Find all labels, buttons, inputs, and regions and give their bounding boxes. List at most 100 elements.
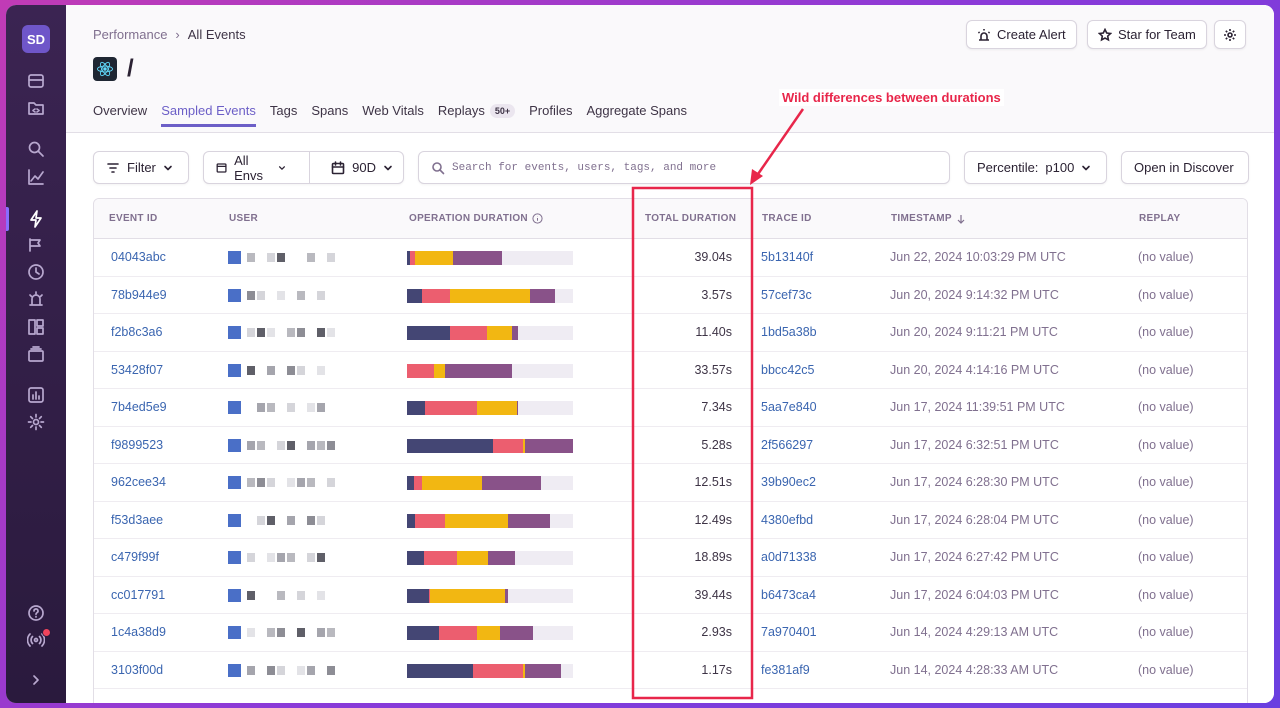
col-operation-duration[interactable]: OPERATION DURATION bbox=[409, 213, 543, 224]
operation-segment[interactable] bbox=[407, 663, 474, 678]
operation-duration-bar[interactable] bbox=[407, 663, 573, 678]
operation-segment[interactable] bbox=[407, 626, 439, 640]
operation-segment[interactable] bbox=[421, 288, 451, 303]
search-input[interactable] bbox=[452, 161, 932, 174]
operation-segment[interactable] bbox=[407, 326, 451, 340]
operation-duration-bar[interactable] bbox=[407, 251, 573, 265]
operation-duration-bar[interactable] bbox=[407, 513, 573, 528]
table-row[interactable]: f2b8c3a6 11.40s 1bd5a38b Jun 20, 2024 9:11:… bbox=[94, 314, 1247, 352]
table-row[interactable]: 962cee34 12.51s 39b90ec2 Jun 17, 2024 6:28:… bbox=[94, 464, 1247, 502]
operation-segment[interactable] bbox=[450, 326, 487, 340]
operation-segment[interactable] bbox=[499, 626, 534, 640]
operation-segment[interactable] bbox=[407, 401, 426, 415]
operation-segment[interactable] bbox=[504, 588, 509, 603]
issues-icon[interactable] bbox=[24, 69, 48, 93]
table-row[interactable]: c479f99f 18.89s a0d71338 Jun 17, 2024 6:27:… bbox=[94, 539, 1247, 577]
operation-segment[interactable] bbox=[410, 251, 416, 265]
tab-overview[interactable]: Overview bbox=[93, 103, 148, 118]
operation-duration-bar[interactable] bbox=[407, 438, 573, 453]
tab-replays[interactable]: Replays 50+ bbox=[438, 103, 516, 127]
insights-icon[interactable] bbox=[24, 165, 48, 189]
org-avatar[interactable]: SD bbox=[22, 25, 50, 53]
operation-segment[interactable] bbox=[407, 513, 416, 528]
operation-segment[interactable] bbox=[407, 363, 434, 378]
operation-segment[interactable] bbox=[476, 626, 500, 640]
table-row[interactable]: 1c4a38d9 2.93s 7a970401 Jun 14, 2024 4:29:1… bbox=[94, 614, 1247, 652]
event-id-link[interactable]: 78b944e9 bbox=[111, 287, 167, 302]
operation-segment[interactable] bbox=[524, 438, 573, 453]
collapse-sidebar-icon[interactable] bbox=[24, 668, 48, 692]
tab-profiles[interactable]: Profiles bbox=[529, 103, 573, 118]
percentile-selector[interactable]: Percentile: p100 bbox=[964, 151, 1107, 184]
trace-id-link[interactable]: 39b90ec2 bbox=[761, 475, 816, 489]
info-icon[interactable] bbox=[532, 213, 543, 224]
operation-duration-bar[interactable] bbox=[407, 288, 573, 303]
operation-duration-bar[interactable] bbox=[407, 626, 573, 640]
operation-segment[interactable] bbox=[407, 588, 429, 603]
broadcast-icon[interactable] bbox=[24, 628, 48, 652]
star-for-team-button[interactable]: Star for Team bbox=[1087, 20, 1207, 49]
event-id-link[interactable]: f2b8c3a6 bbox=[111, 325, 163, 339]
search-icon[interactable] bbox=[24, 137, 48, 161]
operation-segment[interactable] bbox=[421, 476, 482, 490]
operation-duration-bar[interactable] bbox=[407, 326, 573, 340]
tab-aggregate-spans[interactable]: Aggregate Spans bbox=[586, 103, 687, 118]
col-event-id[interactable]: EVENT ID bbox=[109, 213, 158, 224]
event-id-link[interactable]: cc017791 bbox=[111, 587, 166, 602]
operation-segment[interactable] bbox=[493, 438, 524, 453]
trace-id-link[interactable]: 5b13140f bbox=[761, 250, 814, 264]
performance-icon[interactable] bbox=[24, 207, 48, 231]
operation-segment[interactable] bbox=[473, 663, 524, 678]
operation-segment[interactable] bbox=[523, 438, 525, 453]
tab-tags[interactable]: Tags bbox=[269, 103, 298, 118]
trace-id-link[interactable]: 57cef73c bbox=[761, 287, 812, 302]
operation-segment[interactable] bbox=[456, 551, 489, 565]
operation-segment[interactable] bbox=[523, 663, 525, 678]
discover-icon[interactable] bbox=[24, 342, 48, 366]
operation-segment[interactable] bbox=[423, 551, 457, 565]
tab-web-vitals[interactable]: Web Vitals bbox=[362, 103, 424, 118]
operation-segment[interactable] bbox=[488, 551, 515, 565]
table-row[interactable]: f9899523 5.28s 2f566297 Jun 17, 2024 6:32:5… bbox=[94, 427, 1247, 464]
operation-segment[interactable] bbox=[508, 513, 550, 528]
event-id-link[interactable]: c479f99f bbox=[111, 550, 159, 564]
settings-button[interactable] bbox=[1214, 20, 1246, 49]
operation-segment[interactable] bbox=[529, 288, 555, 303]
trace-id-link[interactable]: b6473ca4 bbox=[761, 587, 816, 602]
environment-selector[interactable]: All Envs bbox=[204, 153, 298, 183]
table-row[interactable]: cc017791 39.44s b6473ca4 Jun 17, 2024 6:04:… bbox=[94, 577, 1247, 614]
operation-segment[interactable] bbox=[415, 251, 454, 265]
table-row[interactable]: 53428f07 33.57s bbcc42c5 Jun 20, 2024 4:14:… bbox=[94, 352, 1247, 389]
trace-id-link[interactable]: fe381af9 bbox=[761, 662, 810, 677]
settings-icon[interactable] bbox=[24, 410, 48, 434]
tab-spans[interactable]: Spans bbox=[311, 103, 349, 118]
operation-duration-bar[interactable] bbox=[407, 363, 573, 378]
event-id-link[interactable]: 04043abc bbox=[111, 250, 166, 264]
col-user[interactable]: USER bbox=[229, 213, 258, 224]
operation-segment[interactable] bbox=[516, 401, 519, 415]
date-range-selector[interactable]: 90D bbox=[321, 160, 403, 175]
operation-segment[interactable] bbox=[524, 663, 562, 678]
create-alert-button[interactable]: Create Alert bbox=[966, 20, 1077, 49]
operation-duration-bar[interactable] bbox=[407, 401, 573, 415]
dashboards-icon[interactable] bbox=[24, 315, 48, 339]
filter-button[interactable]: Filter bbox=[93, 151, 189, 184]
table-row[interactable]: 3103f00d 1.17s fe381af9 Jun 14, 2024 4:28:3… bbox=[94, 652, 1247, 689]
operation-segment[interactable] bbox=[476, 401, 517, 415]
projects-icon[interactable] bbox=[24, 96, 48, 120]
event-id-link[interactable]: 3103f00d bbox=[111, 662, 164, 677]
event-id-link[interactable]: 962cee34 bbox=[111, 475, 166, 489]
operation-segment[interactable] bbox=[407, 251, 411, 265]
operation-segment[interactable] bbox=[407, 438, 494, 453]
trace-id-link[interactable]: bbcc42c5 bbox=[761, 362, 815, 377]
breadcrumb-performance[interactable]: Performance bbox=[93, 27, 168, 42]
stats-icon[interactable] bbox=[24, 383, 48, 407]
operation-segment[interactable] bbox=[450, 288, 530, 303]
crons-icon[interactable] bbox=[24, 260, 48, 284]
alerts-icon[interactable] bbox=[24, 287, 48, 311]
operation-segment[interactable] bbox=[407, 476, 414, 490]
col-timestamp[interactable]: TIMESTAMP bbox=[891, 213, 966, 224]
operation-segment[interactable] bbox=[428, 588, 431, 603]
table-row[interactable]: 78b944e9 3.57s 57cef73c Jun 20, 2024 9:14:3… bbox=[94, 277, 1247, 314]
releases-icon[interactable] bbox=[24, 233, 48, 257]
